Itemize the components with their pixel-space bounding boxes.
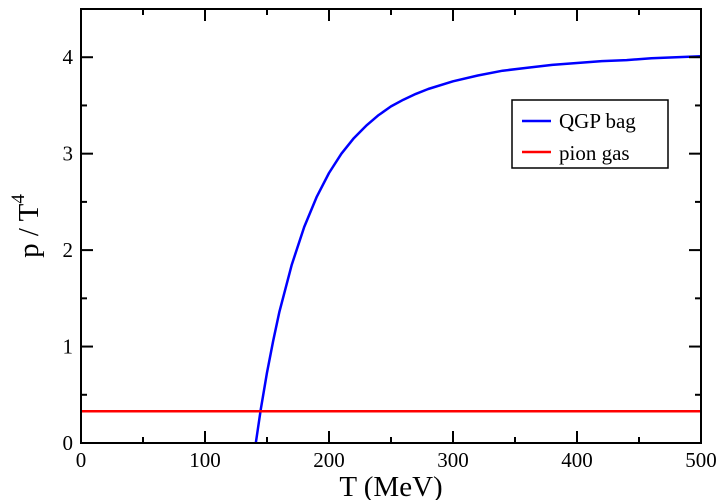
x-tick-label: 200: [313, 448, 345, 472]
x-tick-label: 300: [437, 448, 469, 472]
legend-label-pion: pion gas: [559, 141, 630, 165]
y-axis-title-group: p / T4: [8, 194, 45, 258]
plot-frame: [80, 8, 702, 444]
x-tick-label: 400: [561, 448, 593, 472]
y-tick-label: 1: [63, 335, 74, 359]
y-tick-label: 0: [63, 431, 74, 455]
legend-box: [511, 99, 669, 169]
axis-ticks: 0 100 200 300 400 500 0 1 2 3 4: [63, 8, 717, 472]
y-tick-label: 3: [63, 142, 74, 166]
x-tick-label: 0: [76, 448, 87, 472]
x-tick-label: 500: [685, 448, 717, 472]
legend-label-qgp: QGP bag: [559, 109, 636, 133]
legend: QGP bag pion gas: [511, 99, 669, 169]
y-tick-label: 2: [63, 238, 74, 262]
series-line-0: [254, 55, 702, 444]
plot-area: [81, 55, 702, 444]
y-axis-title-exponent: 4: [8, 194, 29, 204]
y-tick-label: 4: [63, 45, 74, 69]
x-tick-label: 100: [189, 448, 221, 472]
x-axis-title: T (MeV): [339, 471, 442, 500]
y-axis-title-main: p / T: [13, 203, 45, 258]
y-axis-title: p / T4: [8, 194, 45, 258]
